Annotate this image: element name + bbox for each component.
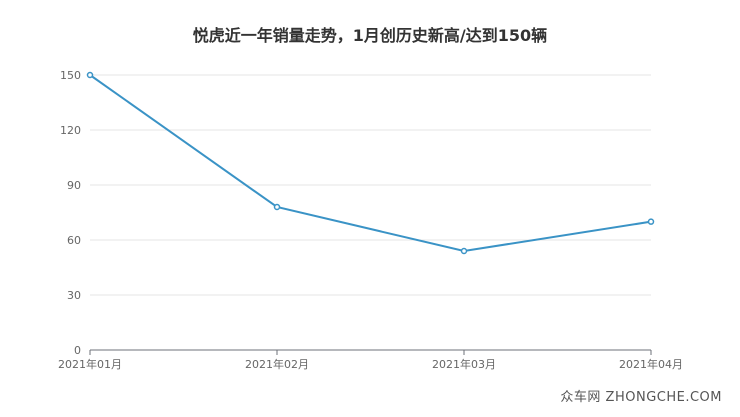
y-tick-label: 90 — [67, 179, 81, 192]
data-point[interactable] — [273, 203, 281, 211]
y-tick-label: 30 — [67, 289, 81, 302]
x-tick-label: 2021年03月 — [432, 357, 496, 371]
axes — [89, 349, 652, 355]
series-line — [89, 74, 652, 253]
chart-title: 悦虎近一年销量走势，1月创历史新高/达到150辆 — [192, 26, 548, 45]
series-layer — [86, 71, 655, 255]
y-tick-label: 60 — [67, 234, 81, 247]
y-tick-label: 150 — [60, 69, 81, 82]
x-tick-label: 2021年04月 — [619, 357, 683, 371]
x-tick-labels: 2021年01月 2021年02月 2021年03月 2021年04月 — [58, 357, 683, 371]
watermark: 众车网 ZHONGCHE.COM — [560, 390, 722, 405]
gridlines — [90, 74, 651, 296]
x-tick-label: 2021年02月 — [245, 357, 309, 371]
y-tick-label: 0 — [74, 344, 81, 357]
x-tick-label: 2021年01月 — [58, 357, 122, 371]
data-point[interactable] — [460, 247, 468, 255]
y-tick-labels: 0 30 60 90 120 150 — [60, 69, 81, 357]
y-tick-label: 120 — [60, 124, 81, 137]
data-point[interactable] — [647, 218, 655, 225]
data-point[interactable] — [86, 71, 94, 79]
